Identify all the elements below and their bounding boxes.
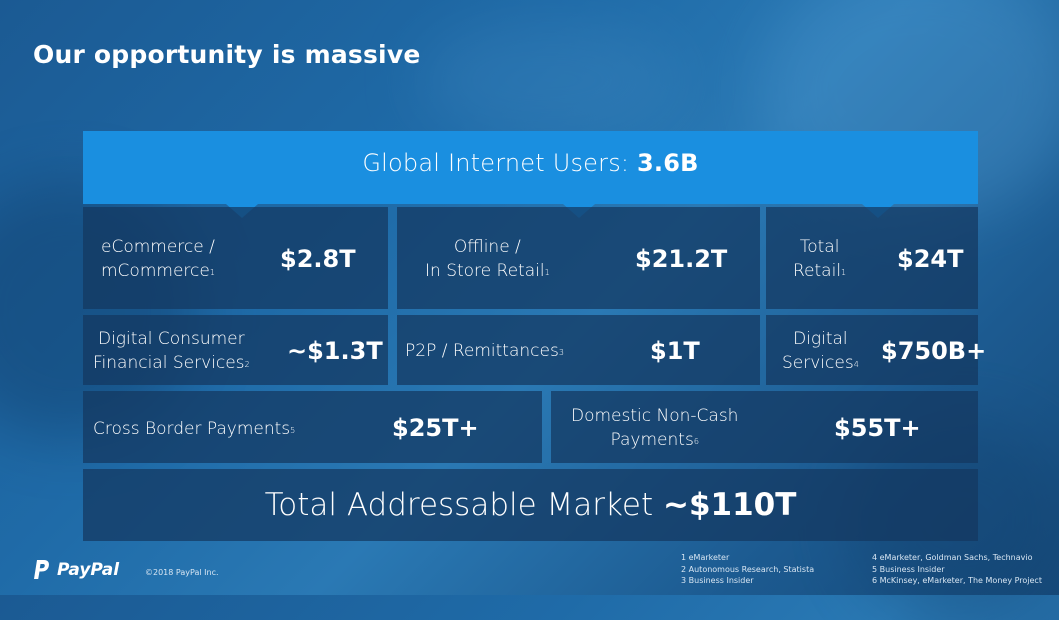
cell-label: Total Retail1 [793,237,847,281]
cell-value: $1T [650,337,700,365]
market-cell-cross-border: Cross Border Payments5 $25T+ [83,391,542,463]
total-label: Total Addressable Market [264,487,663,523]
market-cell-digital-services: Digital Services4 $750B+ [766,315,986,385]
cell-label: Digital Services4 [782,329,859,373]
footnote: 6 McKinsey, eMarketer, The Money Project [872,576,1042,585]
cell-value: $21.2T [635,245,728,273]
paypal-wordmark: PayPal [57,560,120,580]
footnote: 3 Business Insider [681,576,754,585]
footnotes-right: 4 eMarketer, Goldman Sachs, Technavio 5 … [872,552,1042,587]
cell-value: $25T+ [392,414,479,442]
cell-value: ~$1.3T [287,337,383,365]
banner-text: Global Internet Users: 3.6B [83,149,978,177]
footnotes-left: 1 eMarketer 2 Autonomous Research, Stati… [681,552,814,587]
total-value: ~$110T [662,487,797,523]
market-cell-domestic-non-cash: Domestic Non-Cash Payments6 $55T+ [551,391,978,463]
banner-label: Global Internet Users: [362,149,638,177]
total-addressable-market: Total Addressable Market ~$110T [83,469,978,541]
paypal-icon [34,560,49,579]
total-text: Total Addressable Market ~$110T [83,487,978,523]
paypal-logo: PayPal [33,559,119,581]
background-blob [420,20,680,140]
footnote: 5 Business Insider [872,564,945,574]
cell-value: $55T+ [834,414,921,442]
market-cell-total-retail: Total Retail1 $24T [766,207,978,309]
market-cell-offline-retail: Offline / In Store Retail1 $21.2T [397,207,760,309]
cell-value: $750B+ [881,337,987,365]
cell-label: Digital Consumer Financial Services2 [93,329,250,373]
market-cell-digital-consumer-financial: Digital Consumer Financial Services2 ~$1.… [83,315,388,385]
footnote: 4 eMarketer, Goldman Sachs, Technavio [872,553,1033,562]
banner-value: 3.6B [637,149,699,177]
cell-label: Offline / In Store Retail1 [425,237,550,281]
market-cell-ecommerce: eCommerce / mCommerce1 $2.8T [83,207,388,309]
footnote: 2 Autonomous Research, Statista [681,564,815,574]
cell-label: P2P / Remittances3 [405,341,564,361]
cell-value: $2.8T [280,245,356,273]
page-title: Our opportunity is massive [33,40,421,69]
internet-users-banner: Global Internet Users: 3.6B [83,131,978,204]
cell-label: Domestic Non-Cash Payments6 [571,406,739,450]
cell-value: $24T [897,245,964,273]
cell-label: Cross Border Payments5 [93,419,296,439]
cell-label: eCommerce / mCommerce1 [101,237,215,281]
market-cell-p2p-remittances: P2P / Remittances3 $1T [397,315,760,385]
copyright: ©2018 PayPal Inc. [145,568,219,577]
footnote: 1 eMarketer [681,553,730,562]
